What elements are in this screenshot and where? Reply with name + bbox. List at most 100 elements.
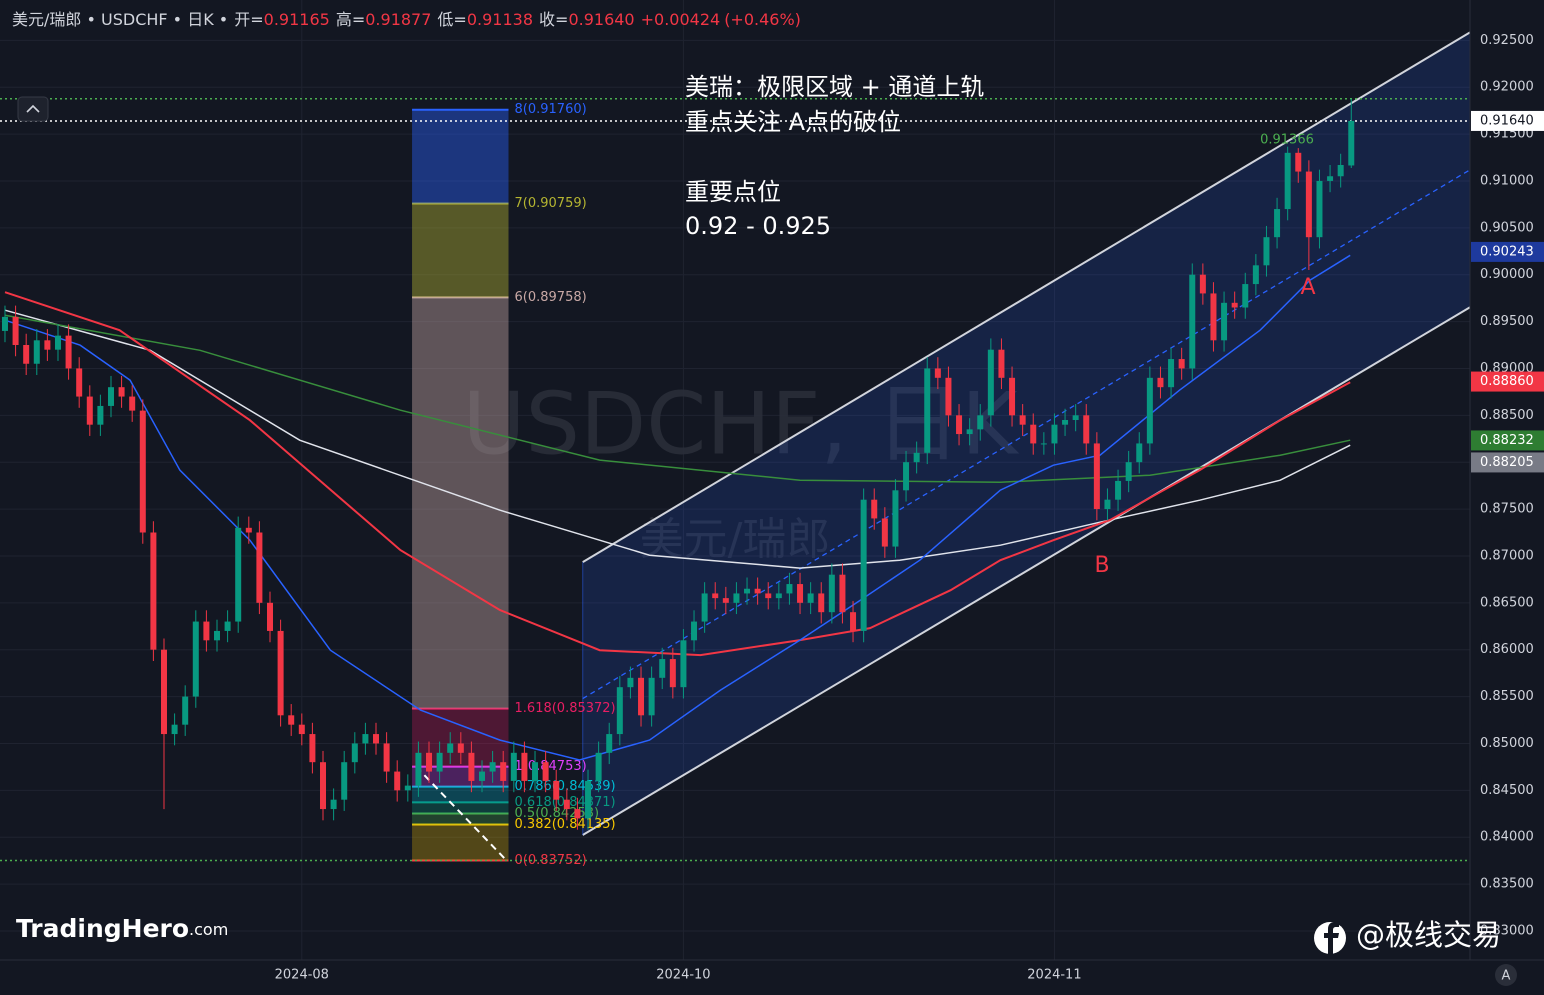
candle-body bbox=[373, 734, 380, 744]
candle-body bbox=[203, 621, 210, 641]
price-tag-label: 0.90243 bbox=[1480, 244, 1534, 259]
candle-body bbox=[415, 752, 422, 786]
quote-value: 0.91640 bbox=[568, 10, 634, 29]
price-tag bbox=[1471, 430, 1544, 451]
candle-body bbox=[934, 368, 941, 378]
candle-body bbox=[998, 349, 1005, 378]
x-tick-label: 2024-08 bbox=[275, 968, 329, 983]
fib-band bbox=[412, 813, 509, 825]
candle-body bbox=[542, 762, 549, 781]
candle-body bbox=[1327, 176, 1334, 181]
candle-body bbox=[1, 316, 8, 331]
candle-body bbox=[44, 340, 51, 350]
moving-average bbox=[4, 314, 1351, 483]
candle-body bbox=[860, 499, 867, 631]
candle-body bbox=[871, 499, 878, 519]
candle-body bbox=[192, 621, 199, 697]
candles bbox=[1, 98, 1355, 830]
candle-body bbox=[1009, 377, 1016, 416]
y-tick-label: 0.85500 bbox=[1480, 689, 1534, 704]
price-tag-label: 0.88860 bbox=[1480, 374, 1534, 389]
fib-label: 8(0.91760) bbox=[515, 102, 587, 117]
auto-scale-button[interactable]: A bbox=[1495, 964, 1517, 986]
candle-body bbox=[627, 677, 634, 688]
quote-label: 高= bbox=[336, 10, 365, 29]
price-tag-label: 0.88232 bbox=[1480, 433, 1534, 448]
candle-body bbox=[1221, 302, 1228, 341]
candle-body bbox=[245, 527, 252, 533]
author: @极线交易 bbox=[1356, 918, 1501, 952]
price-tag-label: 0.88205 bbox=[1480, 455, 1534, 470]
quote-value: 0.91165 bbox=[264, 10, 330, 29]
candle-body bbox=[267, 602, 273, 631]
candle-body bbox=[797, 584, 804, 603]
fib-band bbox=[412, 786, 509, 803]
moving-average bbox=[4, 291, 1351, 657]
candle-body bbox=[595, 752, 602, 781]
fib-band bbox=[412, 203, 509, 298]
price-tag-label: 0.91640 bbox=[1480, 113, 1534, 128]
candle-body bbox=[648, 677, 655, 716]
channel-lower bbox=[582, 306, 1471, 836]
quote-label: 开= bbox=[234, 10, 263, 29]
candle-body bbox=[966, 429, 973, 435]
fib-trend bbox=[415, 765, 508, 862]
candle-body bbox=[500, 762, 507, 781]
quote-value: (+0.46%) bbox=[724, 10, 801, 29]
legend: 美元/瑞郎 • USDCHF • 日K • 开=0.91165 高=0.91877 低… bbox=[12, 10, 801, 29]
candle-body bbox=[107, 387, 114, 406]
note: 0.92 - 0.925 bbox=[685, 212, 831, 240]
candle-body bbox=[171, 724, 178, 735]
y-tick-label: 0.89500 bbox=[1480, 314, 1534, 329]
fib-label: 0.382(0.84135) bbox=[515, 817, 616, 832]
symbol: 美元/瑞郎 • USDCHF • 日K • bbox=[12, 10, 228, 29]
candle-body bbox=[320, 762, 327, 810]
candle-body bbox=[1093, 443, 1100, 510]
candle-body bbox=[1157, 377, 1164, 388]
candle-body bbox=[828, 574, 835, 613]
collapse-button[interactable] bbox=[17, 96, 49, 122]
candle-body bbox=[235, 527, 242, 622]
candle-body bbox=[585, 780, 592, 819]
candle-body bbox=[341, 762, 348, 800]
candle-body bbox=[129, 396, 136, 411]
candle-body bbox=[521, 752, 528, 781]
fib-band bbox=[412, 824, 509, 861]
candle-body bbox=[563, 799, 570, 810]
price-axis bbox=[1470, 0, 1544, 995]
candle-body bbox=[309, 734, 316, 763]
auto-scale-label: A bbox=[1502, 969, 1511, 984]
candle-body bbox=[765, 593, 772, 599]
y-tick-label: 0.92000 bbox=[1480, 80, 1534, 95]
candle-body bbox=[701, 593, 708, 622]
candle-body bbox=[12, 316, 19, 345]
y-tick-label: 0.83500 bbox=[1480, 877, 1534, 892]
candle-body bbox=[1115, 480, 1122, 500]
candle-body bbox=[1284, 152, 1291, 210]
y-tick-label: 0.85000 bbox=[1480, 736, 1534, 751]
candle-body bbox=[691, 621, 698, 641]
quote-label: 低= bbox=[437, 10, 466, 29]
candle-body bbox=[945, 377, 952, 416]
candle-body bbox=[638, 677, 645, 716]
candle-body bbox=[182, 696, 189, 725]
candle-body bbox=[1189, 274, 1196, 369]
drawings: 0(0.83752)0.382(0.84135)0.5(0.84253)0.61… bbox=[0, 31, 1471, 868]
candle-body bbox=[54, 335, 61, 350]
candle-body bbox=[1305, 171, 1312, 238]
point-label: A bbox=[1300, 275, 1315, 300]
candle-body bbox=[277, 630, 284, 716]
candle-body bbox=[892, 490, 899, 547]
fib-band bbox=[412, 802, 509, 814]
quote-value: 0.91138 bbox=[467, 10, 533, 29]
candle-body bbox=[489, 762, 496, 772]
candle-body bbox=[394, 771, 401, 791]
y-tick-label: 0.86500 bbox=[1480, 595, 1534, 610]
candle-body bbox=[616, 687, 623, 735]
fib-band bbox=[412, 297, 509, 709]
candle-body bbox=[807, 593, 814, 603]
candle-body bbox=[850, 612, 857, 631]
candle-body bbox=[1337, 165, 1344, 177]
candle-body bbox=[351, 743, 358, 763]
